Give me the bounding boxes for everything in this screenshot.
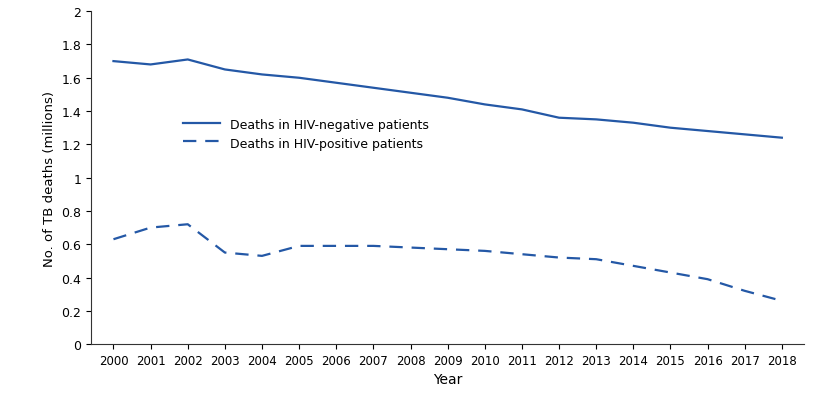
Deaths in HIV-positive patients	[553, 256, 563, 260]
Deaths in HIV-negative patients	[182, 58, 192, 63]
Deaths in HIV-positive patients	[702, 277, 712, 282]
Deaths in HIV-positive patients	[479, 249, 489, 254]
Deaths in HIV-positive patients	[590, 257, 600, 262]
Deaths in HIV-negative patients	[108, 60, 118, 64]
Deaths in HIV-negative patients	[146, 63, 156, 68]
Deaths in HIV-positive patients	[665, 271, 675, 275]
Deaths in HIV-negative patients	[257, 73, 267, 78]
Deaths in HIV-negative patients	[331, 81, 341, 86]
Deaths in HIV-negative patients	[479, 103, 489, 108]
Deaths in HIV-negative patients	[590, 117, 600, 122]
Deaths in HIV-positive patients	[294, 244, 304, 249]
Deaths in HIV-negative patients	[405, 91, 415, 96]
Y-axis label: No. of TB deaths (millions): No. of TB deaths (millions)	[43, 90, 55, 266]
X-axis label: Year: Year	[432, 373, 462, 386]
Deaths in HIV-positive patients	[182, 222, 192, 227]
Deaths in HIV-negative patients	[219, 68, 229, 73]
Deaths in HIV-positive patients	[146, 226, 156, 230]
Deaths in HIV-negative patients	[517, 108, 527, 113]
Deaths in HIV-positive patients	[517, 252, 527, 257]
Deaths in HIV-negative patients	[442, 96, 452, 101]
Deaths in HIV-negative patients	[294, 76, 304, 81]
Deaths in HIV-negative patients	[665, 126, 675, 131]
Deaths in HIV-positive patients	[219, 250, 229, 255]
Deaths in HIV-positive patients	[108, 237, 118, 242]
Deaths in HIV-positive patients	[739, 289, 749, 294]
Deaths in HIV-negative patients	[776, 136, 786, 141]
Line: Deaths in HIV-positive patients: Deaths in HIV-positive patients	[113, 225, 781, 301]
Line: Deaths in HIV-negative patients: Deaths in HIV-negative patients	[113, 60, 781, 139]
Deaths in HIV-negative patients	[628, 121, 638, 126]
Deaths in HIV-positive patients	[257, 254, 267, 259]
Deaths in HIV-positive patients	[331, 244, 341, 249]
Deaths in HIV-positive patients	[442, 247, 452, 252]
Deaths in HIV-positive patients	[368, 244, 378, 249]
Deaths in HIV-negative patients	[739, 132, 749, 137]
Deaths in HIV-positive patients	[405, 245, 415, 250]
Deaths in HIV-positive patients	[628, 264, 638, 269]
Deaths in HIV-negative patients	[702, 129, 712, 134]
Deaths in HIV-negative patients	[368, 86, 378, 91]
Deaths in HIV-positive patients	[776, 298, 786, 303]
Legend: Deaths in HIV-negative patients, Deaths in HIV-positive patients: Deaths in HIV-negative patients, Deaths …	[183, 118, 429, 150]
Deaths in HIV-negative patients	[553, 116, 563, 121]
